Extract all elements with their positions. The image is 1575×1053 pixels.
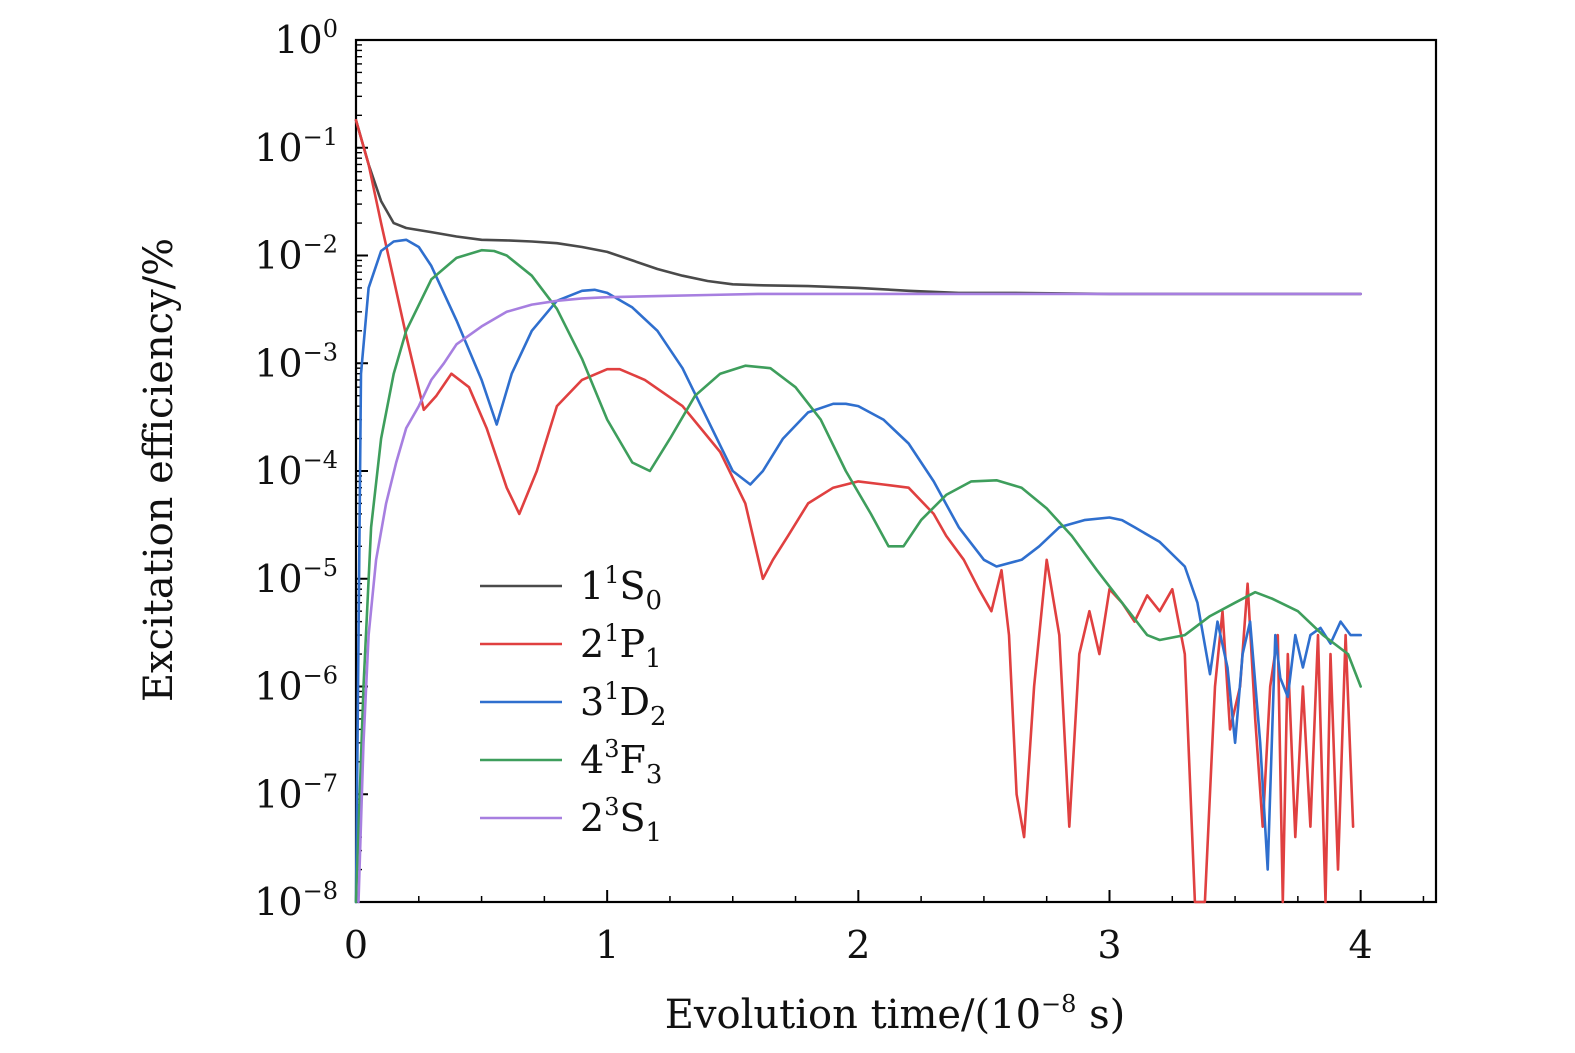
y-tick-base: 10 <box>274 18 322 62</box>
y-tick-label: 10−5 <box>254 554 338 601</box>
legend-sub: 0 <box>646 586 663 616</box>
series-line-1 <box>354 118 1362 296</box>
legend-lead: 4 <box>580 738 604 782</box>
series-line-2 <box>354 118 1355 904</box>
x-tick-label: 3 <box>1097 923 1121 967</box>
y-tick-base: 10 <box>254 341 302 385</box>
plot-frame <box>354 38 1438 904</box>
x-axis-title-exp: −8 <box>1041 990 1076 1018</box>
x-tick-label: 4 <box>1349 923 1373 967</box>
legend-main: F <box>619 738 645 782</box>
legend-label-1: 11S0 <box>580 561 662 616</box>
y-tick-base: 10 <box>254 665 302 709</box>
legend-main: S <box>619 796 645 840</box>
y-tick-exp: −7 <box>303 769 338 797</box>
y-tick-label: 10−8 <box>254 877 338 924</box>
legend-label-5: 23S1 <box>580 793 662 848</box>
y-tick-base: 10 <box>254 880 302 924</box>
legend-label-4: 43F3 <box>580 735 662 790</box>
legend-sup: 1 <box>604 677 619 705</box>
legend-sub: 1 <box>645 644 662 674</box>
x-tick-label: 2 <box>846 923 870 967</box>
y-tick-label: 10−7 <box>254 769 338 816</box>
x-tick-label: 0 <box>344 923 368 967</box>
legend-sub: 3 <box>646 760 663 790</box>
series-line-3 <box>354 238 1362 904</box>
x-axis-title: Evolution time/(10−8 s) <box>665 990 1126 1038</box>
x-tick-labels: 0 1 2 3 4 <box>344 923 1373 967</box>
series-group <box>354 118 1362 904</box>
legend-label-2: 21P1 <box>580 619 662 674</box>
legend-lead: 3 <box>580 680 604 724</box>
legend-lead: 1 <box>580 564 604 608</box>
legend-lead: 2 <box>580 796 604 840</box>
x-axis-title-suffix: s) <box>1076 992 1125 1038</box>
y-tick-base: 10 <box>254 557 302 601</box>
x-axis-title-prefix: Evolution time/(10 <box>665 992 1041 1038</box>
y-tick-exp: −6 <box>303 662 338 690</box>
y-tick-label: 10−3 <box>254 338 338 385</box>
legend-main: P <box>619 622 645 666</box>
legend-label-3: 31D2 <box>580 677 666 732</box>
y-tick-exp: 0 <box>323 15 338 43</box>
y-tick-label: 100 <box>274 15 338 62</box>
y-tick-exp: −4 <box>303 446 338 474</box>
y-tick-label: 10−1 <box>254 123 338 170</box>
series-line-5 <box>357 292 1362 904</box>
series-line-4 <box>354 248 1362 904</box>
legend-lead: 2 <box>580 622 604 666</box>
legend-main: D <box>619 680 649 724</box>
y-tick-base: 10 <box>254 772 302 816</box>
x-tick-label: 1 <box>595 923 619 967</box>
y-tick-exp: −5 <box>303 554 338 582</box>
axis-ticks <box>355 39 1425 903</box>
y-tick-label: 10−4 <box>254 446 338 493</box>
legend-sup: 3 <box>604 793 619 821</box>
y-tick-exp: −2 <box>303 231 338 259</box>
y-tick-base: 10 <box>254 234 302 278</box>
legend-sup: 1 <box>604 619 619 647</box>
y-tick-exp: −3 <box>303 338 338 366</box>
y-tick-label: 10−6 <box>254 662 338 709</box>
legend-main: S <box>619 564 645 608</box>
y-tick-base: 10 <box>254 449 302 493</box>
y-axis-title: Excitation efficiency/% <box>136 238 182 702</box>
legend-sub: 1 <box>646 818 663 848</box>
y-tick-label: 10−2 <box>254 231 338 278</box>
y-tick-exp: −1 <box>303 123 338 151</box>
y-tick-exp: −8 <box>303 877 338 905</box>
legend-sup: 3 <box>604 735 619 763</box>
legend-sub: 2 <box>650 702 667 732</box>
legend-sup: 1 <box>604 561 619 589</box>
y-tick-base: 10 <box>254 126 302 170</box>
